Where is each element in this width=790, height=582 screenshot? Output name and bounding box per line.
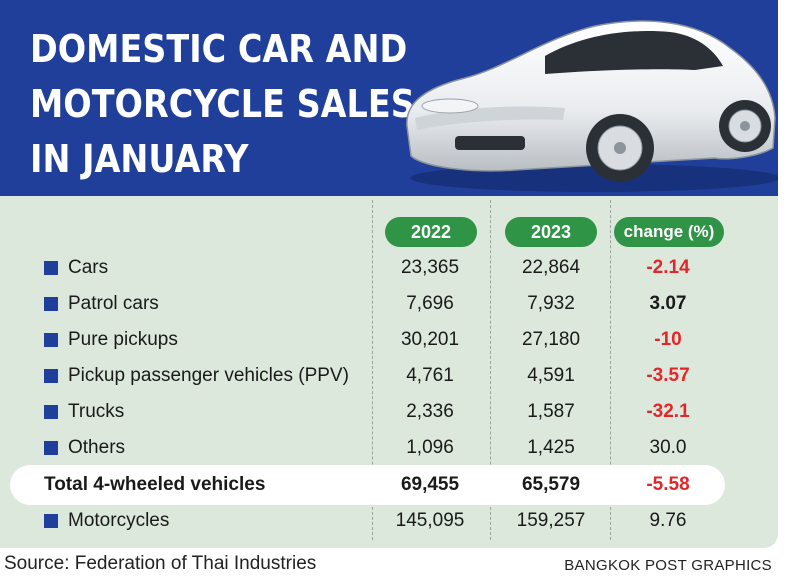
source-note: Source: Federation of Thai Industries — [4, 553, 317, 574]
value-2022: 1,096 — [406, 437, 454, 458]
bullet-square-icon — [44, 297, 58, 311]
value-2022: 7,696 — [406, 293, 454, 314]
chart-title: DOMESTIC CAR AND MOTORCYCLE SALES IN JAN… — [30, 22, 415, 187]
infographic-card: DOMESTIC CAR AND MOTORCYCLE SALES IN JAN… — [0, 0, 778, 548]
credit-note: BANGKOK POST GRAPHICS — [564, 557, 772, 574]
table-row: Pure pickups 30,201 27,180 -10 — [0, 322, 778, 358]
row-label: Pickup passenger vehicles (PPV) — [68, 365, 349, 386]
table-row-total: Total 4-wheeled vehicles 69,455 65,579 -… — [0, 467, 778, 503]
bullet-square-icon — [44, 514, 58, 528]
table-row: Pickup passenger vehicles (PPV) 4,761 4,… — [0, 358, 778, 394]
title-line-2: MOTORCYCLE SALES — [30, 82, 415, 126]
bullet-square-icon — [44, 441, 58, 455]
row-label: Cars — [68, 257, 109, 278]
column-divider-1 — [372, 200, 373, 540]
column-header-2022: 2022 — [385, 217, 477, 247]
value-change: -2.14 — [646, 257, 690, 278]
row-label: Others — [68, 437, 126, 458]
table-row: Cars 23,365 22,864 -2.14 — [0, 250, 778, 286]
value-2023: 22,864 — [521, 257, 581, 278]
title-line-3: IN JANUARY — [30, 137, 249, 181]
title-line-1: DOMESTIC CAR AND — [30, 27, 408, 71]
value-change: 3.07 — [649, 293, 687, 314]
column-divider-3 — [610, 200, 611, 540]
value-2022: 145,095 — [395, 510, 465, 531]
column-header-2023: 2023 — [505, 217, 597, 247]
bullet-square-icon — [44, 261, 58, 275]
value-2023: 1,587 — [527, 401, 575, 422]
row-label: Total 4-wheeled vehicles — [44, 474, 266, 495]
bullet-square-icon — [44, 369, 58, 383]
value-2023: 27,180 — [521, 329, 581, 350]
value-2023: 65,579 — [521, 474, 581, 495]
total-highlight-band — [10, 465, 725, 505]
value-2023: 7,932 — [527, 293, 575, 314]
value-2022: 2,336 — [406, 401, 454, 422]
column-header-change: change (%) — [614, 217, 724, 247]
car-illustration-icon — [406, 20, 778, 192]
value-2022: 30,201 — [400, 329, 460, 350]
value-2023: 159,257 — [516, 510, 586, 531]
value-change: -3.57 — [646, 365, 690, 386]
row-label: Patrol cars — [68, 293, 159, 314]
value-2022: 23,365 — [400, 257, 460, 278]
table-row: Patrol cars 7,696 7,932 3.07 — [0, 286, 778, 322]
table-row: Others 1,096 1,425 30.0 — [0, 430, 778, 466]
table-row: Motorcycles 145,095 159,257 9.76 — [0, 503, 778, 539]
bullet-square-icon — [44, 405, 58, 419]
bullet-square-icon — [44, 333, 58, 347]
column-divider-2 — [490, 200, 491, 540]
value-change: 30.0 — [649, 437, 687, 458]
value-2023: 4,591 — [527, 365, 575, 386]
value-change: 9.76 — [649, 510, 687, 531]
value-change: -10 — [654, 329, 682, 350]
value-change: -5.58 — [646, 474, 690, 495]
value-change: -32.1 — [646, 401, 690, 422]
header-banner: DOMESTIC CAR AND MOTORCYCLE SALES IN JAN… — [0, 0, 778, 196]
table-row: Trucks 2,336 1,587 -32.1 — [0, 394, 778, 430]
value-2022: 4,761 — [406, 365, 454, 386]
row-label: Pure pickups — [68, 329, 178, 350]
row-label: Trucks — [68, 401, 125, 422]
value-2022: 69,455 — [400, 474, 460, 495]
value-2023: 1,425 — [527, 437, 575, 458]
row-label: Motorcycles — [68, 510, 170, 531]
